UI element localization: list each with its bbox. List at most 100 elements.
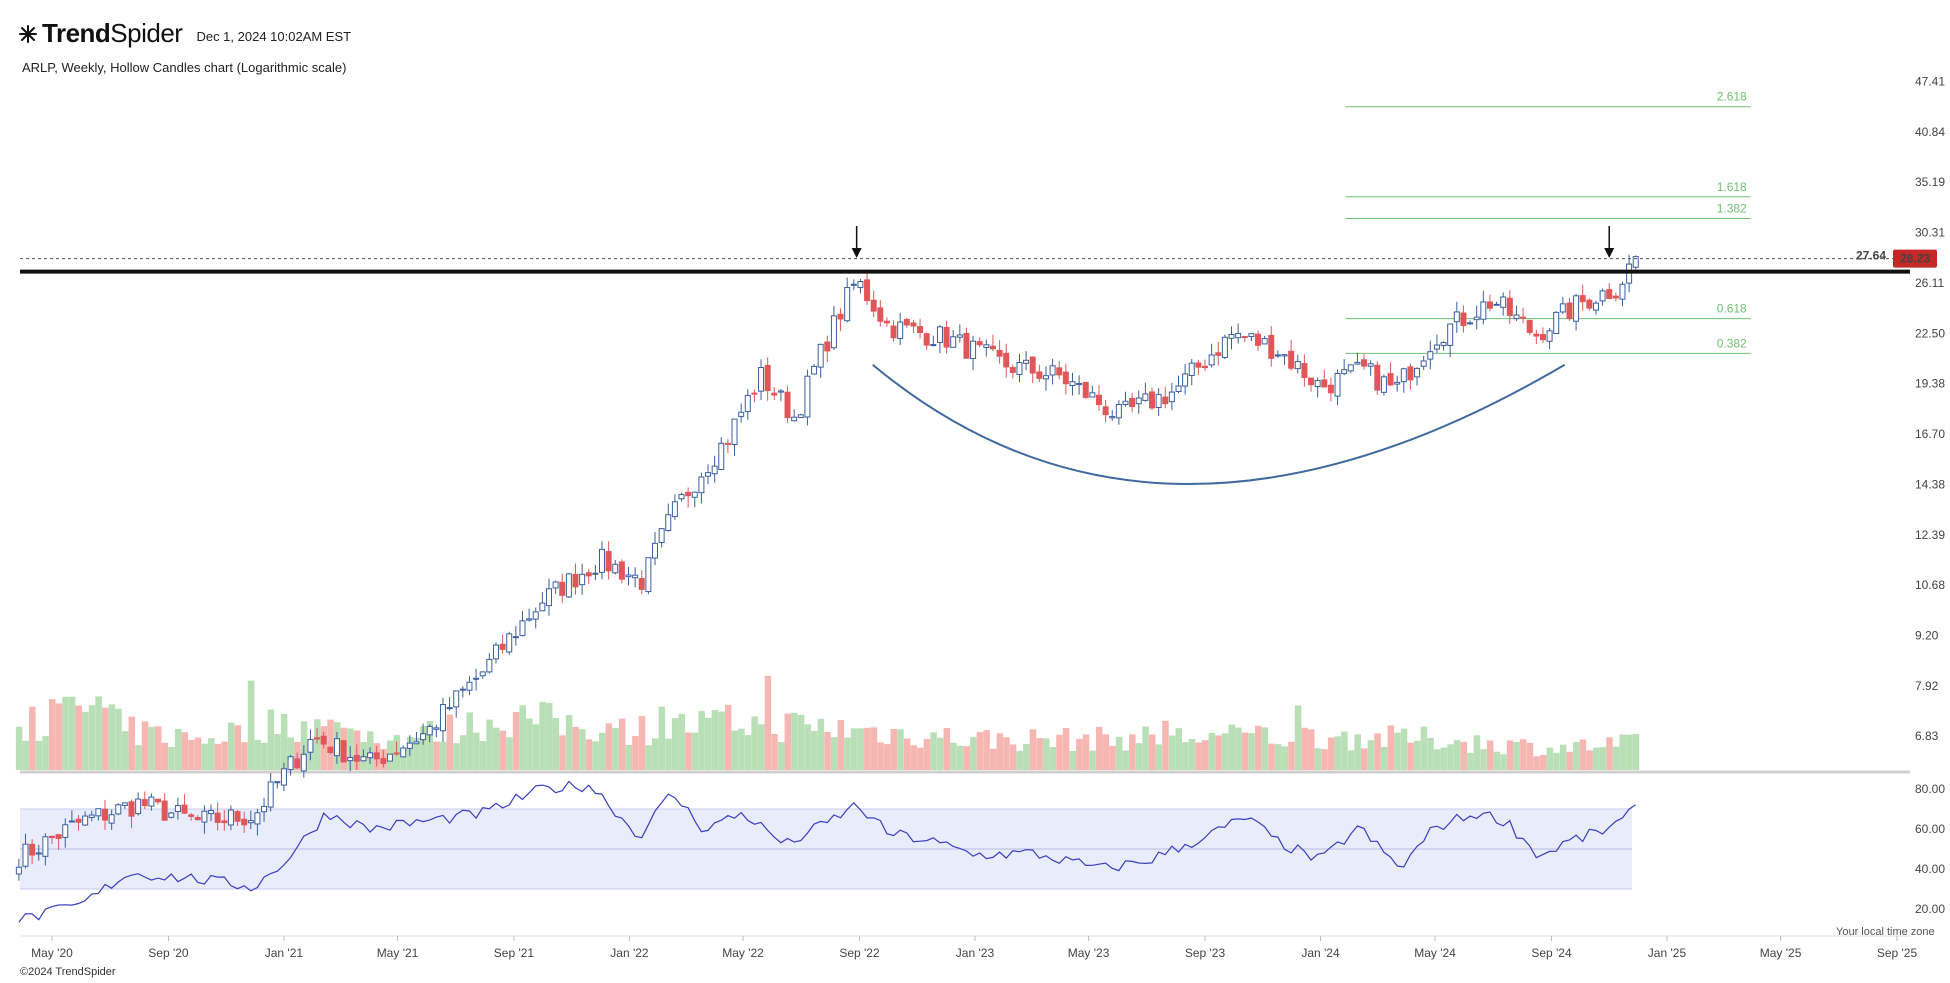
volume-bar [1559, 744, 1567, 770]
candle-body [360, 756, 367, 762]
volume-bar [155, 726, 162, 770]
volume-bar [1407, 742, 1414, 770]
volume-bar [976, 732, 984, 770]
candle-body [1473, 316, 1480, 321]
candle-body [102, 808, 109, 821]
volume-bar [625, 744, 633, 770]
volume-bar [287, 737, 295, 770]
volume-bar [413, 737, 420, 770]
candle-body [1288, 350, 1295, 369]
candle-body [280, 768, 287, 786]
candle-body [68, 820, 75, 823]
rsi-tick-label: 60.00 [1915, 822, 1945, 836]
volume-bar [1573, 742, 1580, 770]
volume-bar [1102, 734, 1110, 770]
candle-body [804, 375, 811, 418]
y-tick-label: 30.31 [1915, 226, 1945, 240]
volume-bar [1009, 744, 1017, 770]
volume-bar [850, 728, 858, 770]
volume-bar [1427, 737, 1434, 770]
candle-body [314, 737, 321, 740]
volume-bar [1420, 726, 1428, 770]
volume-bar [1493, 751, 1501, 770]
candle-body [1374, 364, 1381, 391]
volume-bar [1486, 740, 1494, 770]
candle-body [353, 754, 360, 762]
volume-bar [1473, 735, 1481, 770]
volume-bar [857, 728, 864, 770]
candle-body [1347, 364, 1354, 372]
volume-bar [1447, 744, 1454, 770]
candle-body [771, 392, 778, 396]
candle-body [347, 757, 354, 762]
fib-label: 1.618 [1717, 180, 1747, 194]
volume-bar [1089, 750, 1096, 770]
candle-body [1420, 360, 1427, 367]
candle-body [1539, 334, 1546, 341]
candle-body [492, 644, 499, 660]
candle-body [446, 707, 453, 710]
candle-body [645, 557, 652, 593]
last-price-value: 28.23 [1900, 252, 1930, 266]
volume-bar [479, 741, 487, 770]
candle-body [545, 588, 552, 607]
volume-bar [910, 745, 917, 770]
candle-body [1380, 376, 1387, 393]
candle-body [1387, 373, 1394, 386]
volume-bar [837, 720, 845, 770]
candle-body [499, 643, 506, 650]
volume-bar [632, 735, 639, 770]
volume-bar [1513, 742, 1520, 770]
y-tick-label: 26.11 [1915, 276, 1944, 290]
volume-bar [1354, 734, 1361, 770]
candle-body [744, 394, 751, 413]
candle-body [1042, 375, 1049, 380]
candle-body [784, 391, 791, 419]
volume-bar [1003, 737, 1010, 770]
candle-body [559, 581, 566, 596]
candle-body [1559, 303, 1566, 313]
candle-body [55, 834, 62, 840]
candle-body [983, 344, 990, 348]
candle-body [691, 491, 698, 498]
candle-body [373, 752, 380, 760]
candle-body [1573, 295, 1580, 322]
volume-bar [1202, 740, 1209, 770]
volume-bar [1586, 750, 1593, 770]
axes-layer: 47.41 40.84 35.19 30.31 26.11 22.50 19.38 16.70… [20, 74, 1945, 960]
y-tick-label: 12.39 [1915, 528, 1945, 542]
candle-body [1255, 333, 1262, 346]
candle-body [1009, 367, 1016, 373]
candle-body [1599, 290, 1606, 302]
volume-bar [1195, 742, 1202, 770]
candle-body [1122, 400, 1129, 405]
candle-body [168, 812, 175, 818]
candle-body [923, 333, 930, 346]
candle-body [718, 442, 725, 471]
candle-body [671, 501, 678, 518]
volume-bar [1082, 734, 1090, 770]
candle-body [1334, 372, 1341, 397]
candle-body [1228, 333, 1235, 339]
candle-body [300, 753, 307, 772]
candle-body [473, 677, 480, 680]
candle-body [943, 326, 950, 348]
candle-body [128, 801, 135, 817]
volume-bar [691, 732, 699, 770]
candle-body [1261, 338, 1268, 345]
rsi-line [18, 780, 1637, 923]
volume-bar [1215, 735, 1222, 770]
candle-body [75, 818, 82, 823]
candle-body [870, 299, 877, 312]
candle-body [956, 334, 963, 338]
candle-body [1327, 384, 1334, 394]
resistance-value-label: 27.64 [1856, 249, 1886, 263]
volume-bar [678, 713, 686, 770]
volume-bar [1506, 740, 1514, 770]
volume-bar [261, 742, 268, 770]
volume-bar [1619, 734, 1626, 770]
candle-body [711, 465, 718, 475]
candle-body [903, 318, 910, 326]
candle-body [1202, 365, 1209, 369]
